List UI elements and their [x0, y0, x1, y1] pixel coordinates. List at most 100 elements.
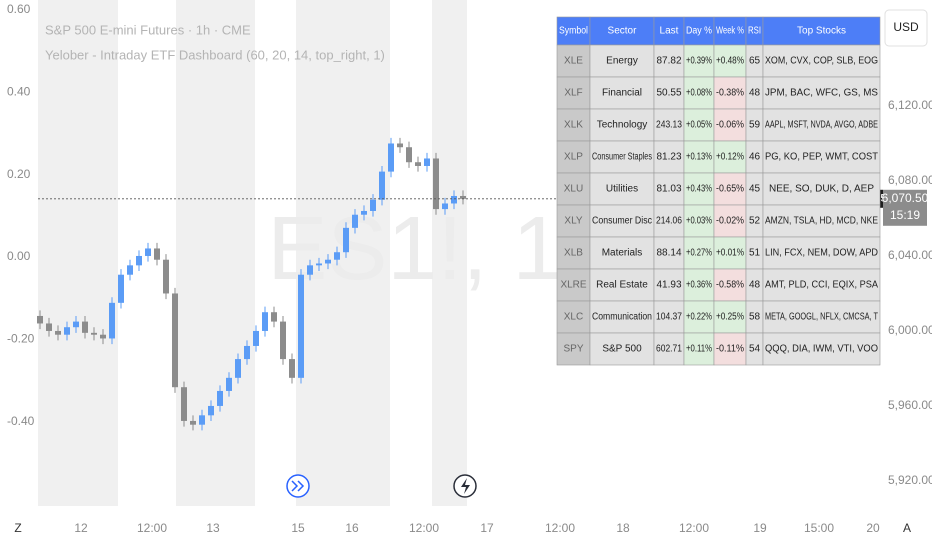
- table-cell: [589, 44, 655, 78]
- currency-label[interactable]: USD: [893, 20, 919, 34]
- candle-body: [415, 162, 421, 166]
- table-cell-text: Utilities: [606, 184, 638, 195]
- x-tick-label: 19: [753, 521, 767, 535]
- candle-body: [181, 387, 187, 421]
- candle-body: [271, 312, 277, 322]
- table-cell-text: 59: [749, 120, 761, 131]
- table-cell-text: AMT, PLD, CCI, EQIX, PSA: [765, 280, 878, 291]
- y-tick-label: 0.20: [7, 167, 31, 181]
- candle-body: [262, 312, 268, 331]
- table-cell: [713, 332, 747, 366]
- table-cell-text: Week %: [716, 26, 744, 37]
- x-tick-label: 12: [74, 521, 88, 535]
- table-cell: [713, 268, 747, 302]
- candle-body: [199, 415, 205, 425]
- candle-body: [388, 143, 394, 172]
- table-cell: [589, 204, 655, 238]
- table-cell: [713, 76, 747, 110]
- indicator-title: Yelober - Intraday ETF Dashboard (60, 20…: [45, 47, 385, 62]
- event-icon[interactable]: [453, 474, 477, 498]
- x-tick-label: 15:00: [804, 521, 834, 535]
- candle-body: [307, 265, 313, 275]
- table-cell: [683, 300, 715, 334]
- table-cell: [589, 236, 655, 270]
- candle-body: [100, 334, 106, 339]
- candle-body: [379, 171, 385, 200]
- table-cell-text: LIN, FCX, NEM, DOW, APD: [765, 248, 878, 259]
- table-cell: [683, 268, 715, 302]
- x-tick-label: 12:00: [137, 521, 167, 535]
- x-tick-label: 17: [480, 521, 494, 535]
- table-cell-text: +0.01%: [716, 248, 744, 259]
- x-tick-label: 18: [616, 521, 630, 535]
- table-cell-text: XLP: [564, 152, 583, 163]
- candle-body: [136, 255, 142, 266]
- candle-body: [217, 390, 223, 406]
- table-cell: [683, 332, 715, 366]
- zoom-button[interactable]: Z: [14, 521, 21, 535]
- x-tick-label: 12:00: [409, 521, 439, 535]
- table-cell-text: Communication: [592, 312, 652, 323]
- candle-body: [190, 420, 196, 425]
- table-cell-text: XLU: [564, 184, 583, 195]
- table-cell: [683, 44, 715, 78]
- x-tick-label: 12:00: [545, 521, 575, 535]
- table-cell-text: 602.71: [656, 344, 682, 355]
- currency-button[interactable]: [884, 9, 928, 47]
- table-cell: [713, 44, 747, 78]
- table-cell-text: Sector: [608, 26, 638, 37]
- y2-tick-label: 6,120.00: [888, 98, 932, 112]
- table-cell-text: QQQ, DIA, IWM, VTI, VOO: [765, 344, 878, 355]
- table-cell-text: 243.13: [656, 120, 682, 131]
- candle-body: [361, 210, 367, 215]
- table-cell: [762, 140, 881, 174]
- auto-button[interactable]: A: [903, 521, 911, 535]
- table-cell-text: Materials: [602, 248, 643, 259]
- table-cell: [653, 108, 685, 142]
- event-icon[interactable]: [286, 474, 310, 498]
- table-cell-text: +0.36%: [686, 280, 712, 291]
- table-cell-text: +0.43%: [686, 184, 712, 195]
- table-cell-text: +0.39%: [686, 56, 712, 67]
- table-cell: [683, 76, 715, 110]
- table-cell-text: 51: [749, 248, 761, 259]
- candle-body: [73, 321, 79, 328]
- table-cell-text: Consumer Staples: [592, 152, 652, 163]
- event-icon-glyph[interactable]: [291, 480, 305, 492]
- x-tick-label: 15: [291, 521, 305, 535]
- table-cell: [713, 300, 747, 334]
- x-tick-label: 12:00: [679, 521, 709, 535]
- table-cell-text: XLF: [564, 88, 582, 99]
- table-cell: [589, 300, 655, 334]
- table-cell: [713, 172, 747, 206]
- table-cell-text: 41.93: [656, 280, 681, 291]
- table-cell-text: -0.65%: [716, 184, 744, 195]
- table-cell-text: Day %: [686, 26, 712, 37]
- candle-body: [46, 323, 52, 331]
- candle-body: [208, 405, 214, 416]
- table-cell-text: -0.06%: [716, 120, 744, 131]
- table-cell: [556, 140, 591, 174]
- table-cell-text: XLC: [564, 312, 583, 323]
- candle-body: [451, 195, 457, 204]
- session-band: [432, 0, 467, 506]
- table-cell: [556, 268, 591, 302]
- table-cell: [683, 16, 715, 46]
- candle-body: [109, 302, 115, 339]
- table-cell: [589, 268, 655, 302]
- table-cell: [762, 76, 881, 110]
- x-tick-label: 13: [206, 521, 220, 535]
- table-cell-text: -0.11%: [716, 344, 744, 355]
- table-cell-text: +0.48%: [716, 56, 744, 67]
- candle-body: [55, 330, 61, 335]
- table-cell-text: Real Estate: [596, 280, 648, 291]
- event-icon-glyph[interactable]: [461, 478, 470, 494]
- table-cell-text: 104.37: [656, 312, 682, 323]
- y-tick-label: -0.40: [7, 414, 35, 428]
- candle-body: [397, 143, 403, 148]
- table-cell: [653, 236, 685, 270]
- candle-body: [91, 332, 97, 335]
- y2-tick-label: 5,920.00: [888, 473, 932, 487]
- table-cell-text: 46: [749, 152, 761, 163]
- table-cell-text: 50.55: [656, 88, 681, 99]
